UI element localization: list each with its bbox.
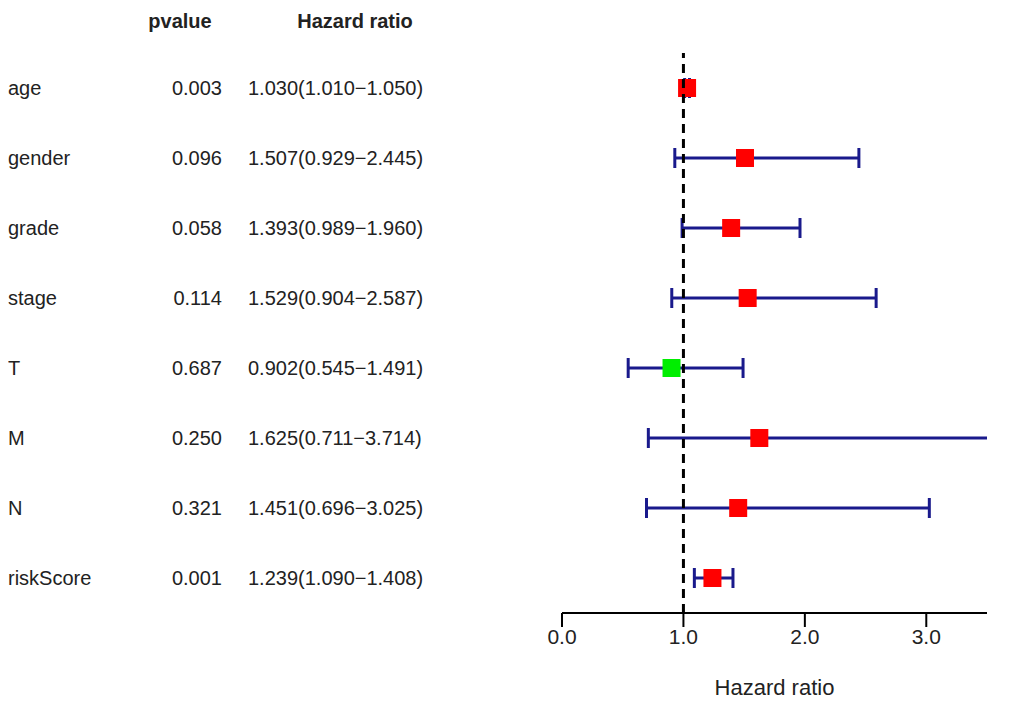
svg-text:age: age bbox=[8, 77, 41, 99]
html-text:Hazard ratio: Hazard ratio bbox=[297, 10, 413, 32]
svg-text:2.0: 2.0 bbox=[790, 625, 819, 648]
svg-text:1.393(0.989−1.960): 1.393(0.989−1.960) bbox=[248, 217, 423, 239]
svg-text:0.096: 0.096 bbox=[172, 147, 222, 169]
svg-text:T: T bbox=[8, 357, 20, 379]
svg-text:gender: gender bbox=[8, 147, 71, 169]
svg-text:0.902(0.545−1.491): 0.902(0.545−1.491) bbox=[248, 357, 423, 379]
svg-text:0.250: 0.250 bbox=[172, 427, 222, 449]
svg-text:1.0: 1.0 bbox=[669, 625, 698, 648]
svg-text:1.529(0.904−2.587): 1.529(0.904−2.587) bbox=[248, 287, 423, 309]
svg-text:0.687: 0.687 bbox=[172, 357, 222, 379]
svg-text:3.0: 3.0 bbox=[912, 625, 941, 648]
svg-text:1.451(0.696−3.025): 1.451(0.696−3.025) bbox=[248, 497, 423, 519]
svg-text:1.030(1.010−1.050): 1.030(1.010−1.050) bbox=[248, 77, 423, 99]
svg-text:N: N bbox=[8, 497, 22, 519]
svg-text:0.114: 0.114 bbox=[173, 287, 222, 309]
svg-text:1.239(1.090−1.408): 1.239(1.090−1.408) bbox=[248, 567, 423, 589]
svg-text:0.058: 0.058 bbox=[172, 217, 222, 239]
svg-text:riskScore: riskScore bbox=[8, 567, 91, 589]
svg-text:0.001: 0.001 bbox=[172, 567, 222, 589]
svg-text:1.507(0.929−2.445): 1.507(0.929−2.445) bbox=[248, 147, 423, 169]
svg-text:stage: stage bbox=[8, 287, 57, 309]
svg-text:Hazard ratio: Hazard ratio bbox=[715, 675, 835, 700]
svg-text:grade: grade bbox=[8, 217, 59, 239]
svg-text:0.0: 0.0 bbox=[547, 625, 576, 648]
svg-text:1.625(0.711−3.714): 1.625(0.711−3.714) bbox=[248, 427, 422, 449]
svg-text:0.321: 0.321 bbox=[172, 497, 222, 519]
svg-text:M: M bbox=[8, 427, 25, 449]
svg-text:0.003: 0.003 bbox=[172, 77, 222, 99]
html-text:pvalue: pvalue bbox=[148, 10, 212, 32]
